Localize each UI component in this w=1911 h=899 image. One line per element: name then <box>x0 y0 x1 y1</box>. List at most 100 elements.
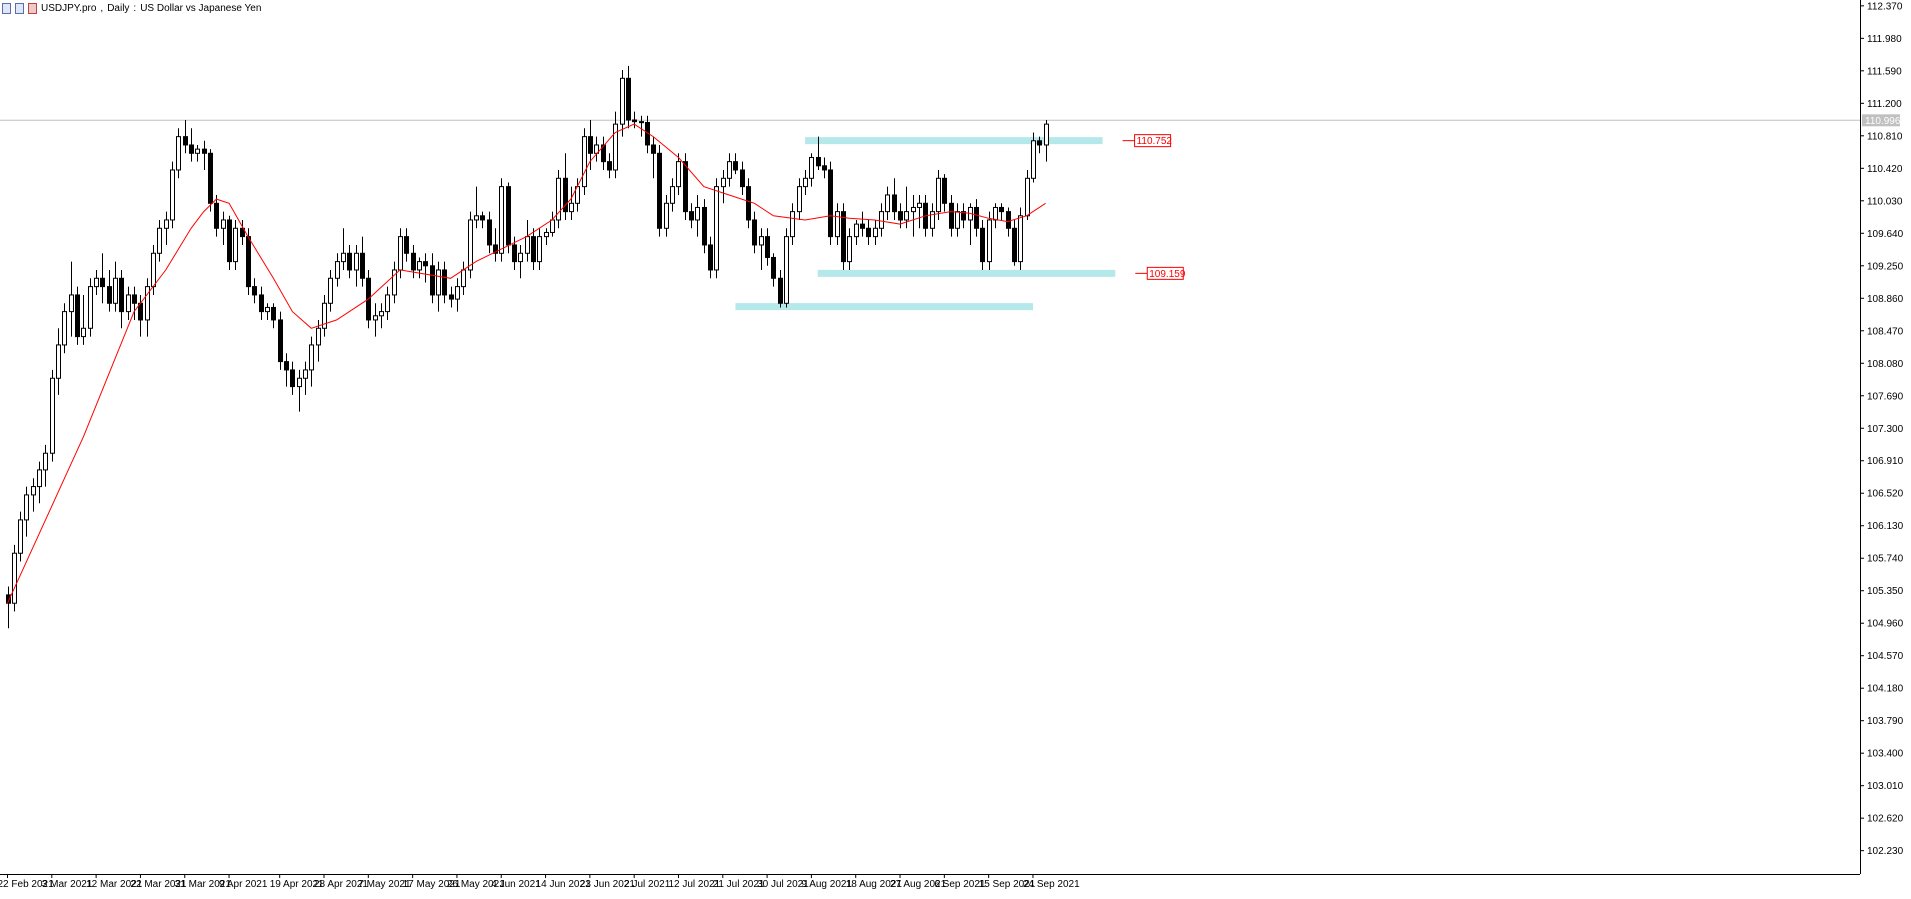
y-tick-label: 104.570 <box>1867 651 1904 662</box>
candle <box>746 178 751 229</box>
candle <box>119 269 124 329</box>
candle <box>430 253 435 304</box>
candle-body <box>1044 123 1049 146</box>
title-separator-2: : <box>133 2 137 14</box>
x-tick-label: 18 Aug 2021 <box>846 879 903 890</box>
candle <box>771 253 776 287</box>
candle-body <box>88 286 93 329</box>
price-zone-2[interactable] <box>817 269 1116 277</box>
candle-body <box>740 169 745 188</box>
x-tick-label: 26 May 2021 <box>447 879 505 890</box>
candle <box>1012 219 1017 266</box>
x-tick-label: 2 Jul 2021 <box>624 879 671 890</box>
candle-body <box>442 269 447 296</box>
candle <box>569 186 574 220</box>
candle-body <box>582 136 587 188</box>
candle <box>385 286 390 320</box>
candle <box>259 286 264 320</box>
candle <box>930 203 935 237</box>
candle-body <box>727 161 732 179</box>
candle <box>898 203 903 229</box>
candle-body <box>613 123 618 171</box>
candle <box>183 119 188 154</box>
candle-body <box>297 377 302 388</box>
candle <box>917 194 922 229</box>
candle <box>309 336 314 387</box>
candle <box>683 153 688 220</box>
x-tick-label: 6 Sep 2021 <box>934 879 986 890</box>
candle-body <box>195 148 200 154</box>
candle-body <box>930 211 935 229</box>
candle <box>170 161 175 229</box>
candle <box>423 253 428 283</box>
candle-body <box>898 211 903 221</box>
y-tick-label: 105.350 <box>1867 586 1904 597</box>
candle-body <box>702 206 707 246</box>
candle-body <box>809 156 814 179</box>
candle-body <box>335 261 340 279</box>
y-tick-label: 106.130 <box>1867 521 1904 532</box>
candle-body <box>113 277 118 304</box>
candle <box>43 444 48 487</box>
price-zone-3[interactable] <box>735 303 1033 311</box>
current-price-label: 110.996 <box>1865 116 1901 127</box>
candle <box>537 228 542 270</box>
y-tick-label: 111.590 <box>1867 66 1902 77</box>
candle <box>208 149 213 212</box>
candle <box>392 261 397 304</box>
candle-body <box>689 211 694 221</box>
candle-body <box>259 294 264 313</box>
current-price-tag <box>1862 114 1900 127</box>
level-label-box <box>1146 266 1184 280</box>
candle <box>664 194 669 237</box>
candle <box>961 203 966 229</box>
candle <box>75 286 80 345</box>
candle <box>360 236 365 287</box>
candle <box>657 144 662 237</box>
candle <box>31 478 36 512</box>
candle <box>626 65 631 129</box>
candle-body <box>695 206 700 221</box>
candle-body <box>917 202 922 208</box>
y-tick-label: 107.690 <box>1867 391 1904 402</box>
y-tick-label: 110.030 <box>1867 196 1903 207</box>
candle-body <box>708 244 713 271</box>
candle <box>885 186 890 220</box>
candle-body <box>499 186 504 254</box>
candle <box>518 244 523 279</box>
candle-body <box>873 227 878 238</box>
candle <box>790 203 795 245</box>
chart-window-icon <box>2 2 11 14</box>
x-tick-label: 27 Aug 2021 <box>890 879 947 890</box>
y-tick-label: 108.080 <box>1867 359 1904 370</box>
candle-body <box>94 277 99 288</box>
candle <box>816 136 821 170</box>
candle-body <box>487 219 492 246</box>
candle <box>942 174 947 212</box>
candle <box>468 211 473 279</box>
candle <box>113 261 118 312</box>
x-tick-label: 17 May 2021 <box>403 879 461 890</box>
candle <box>949 194 954 237</box>
candle-body <box>550 219 555 233</box>
y-tick-label: 103.400 <box>1867 749 1904 760</box>
candle-body <box>183 136 188 146</box>
price-zone-1[interactable] <box>805 137 1103 145</box>
candle <box>968 203 973 245</box>
x-tick-label: 12 Mar 2021 <box>86 879 143 890</box>
x-tick-label: 23 Jun 2021 <box>580 879 635 890</box>
candle <box>499 178 504 262</box>
candle <box>797 178 802 220</box>
x-tick-label: 14 Jun 2021 <box>536 879 591 890</box>
candle-body <box>955 211 960 229</box>
candle-body <box>790 211 795 238</box>
candle-body <box>347 252 352 271</box>
x-tick-label: 4 Jun 2021 <box>491 879 541 890</box>
candle <box>955 203 960 237</box>
candle <box>841 203 846 270</box>
candle-body <box>987 219 992 263</box>
candle-body <box>290 369 295 388</box>
candle <box>601 136 606 170</box>
